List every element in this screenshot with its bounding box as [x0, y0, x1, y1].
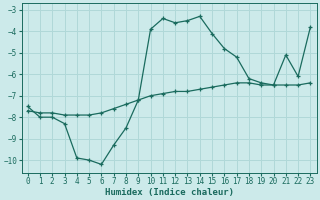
X-axis label: Humidex (Indice chaleur): Humidex (Indice chaleur)	[105, 188, 234, 197]
